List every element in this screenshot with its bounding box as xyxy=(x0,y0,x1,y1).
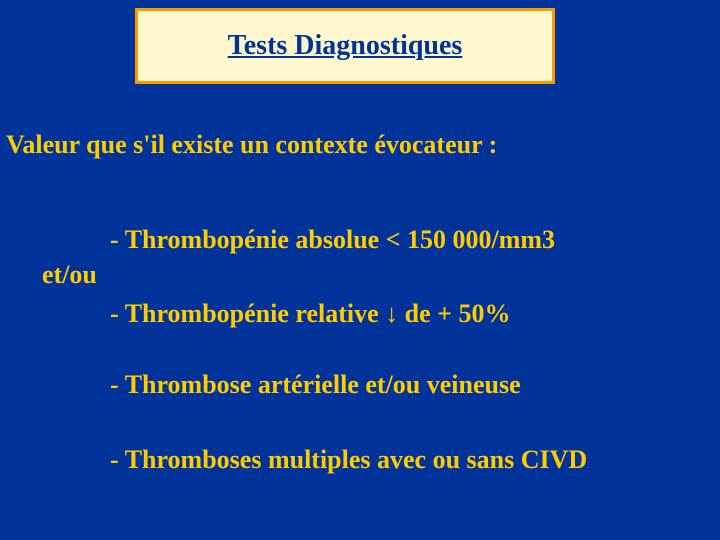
bullet-2-pre: - Thrombopénie relative xyxy=(110,299,385,328)
bullet-1: - Thrombopénie absolue < 150 000/mm3 xyxy=(110,225,555,255)
subtitle-text: Valeur que s'il existe un contexte évoca… xyxy=(6,130,497,160)
bullet-3: - Thrombose artérielle et/ou veineuse xyxy=(110,370,521,400)
title-text: Tests Diagnostiques xyxy=(228,30,463,62)
down-arrow-icon: ↓ xyxy=(385,298,398,328)
bullet-4: - Thromboses multiples avec ou sans CIVD xyxy=(110,445,587,475)
title-box: Tests Diagnostiques xyxy=(135,8,555,84)
bullet-2-post: de + 50% xyxy=(398,299,510,328)
bullet-2: - Thrombopénie relative ↓ de + 50% xyxy=(110,298,511,329)
et-ou-text: et/ou xyxy=(42,260,97,290)
